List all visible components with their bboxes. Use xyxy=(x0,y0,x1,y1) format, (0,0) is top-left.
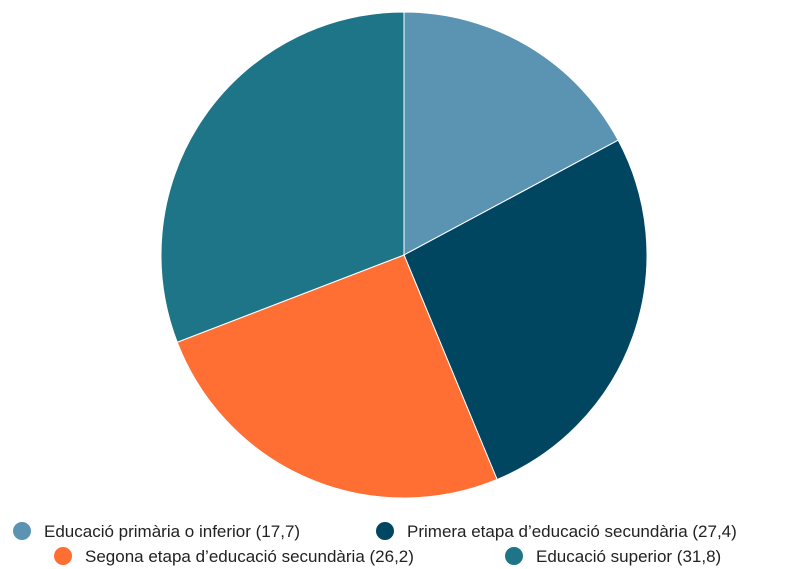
legend-label: Educació primària o inferior (17,7) xyxy=(44,522,300,541)
legend-item-educacio-superior[interactable]: Educació superior (31,8) xyxy=(505,547,721,566)
legend-label: Primera etapa d’educació secundària (27,… xyxy=(407,522,737,541)
legend-label: Segona etapa d’educació secundària (26,2… xyxy=(85,547,414,566)
pie-slice[interactable] xyxy=(160,11,405,343)
legend-item-educacio-primaria[interactable]: Educació primària o inferior (17,7) xyxy=(13,522,300,541)
legend-marker xyxy=(505,547,523,565)
pie-slices xyxy=(160,11,648,499)
legend: Educació primària o inferior (17,7) Prim… xyxy=(13,522,737,566)
pie-slice[interactable] xyxy=(176,254,498,499)
pie-slice[interactable] xyxy=(403,11,619,256)
legend-item-segona-etapa[interactable]: Segona etapa d’educació secundària (26,2… xyxy=(54,547,414,566)
legend-label: Educació superior (31,8) xyxy=(536,547,721,566)
legend-item-primera-etapa[interactable]: Primera etapa d’educació secundària (27,… xyxy=(376,522,737,541)
legend-marker xyxy=(376,522,394,540)
legend-marker xyxy=(13,522,31,540)
legend-marker xyxy=(54,547,72,565)
pie-slice[interactable] xyxy=(403,139,648,481)
